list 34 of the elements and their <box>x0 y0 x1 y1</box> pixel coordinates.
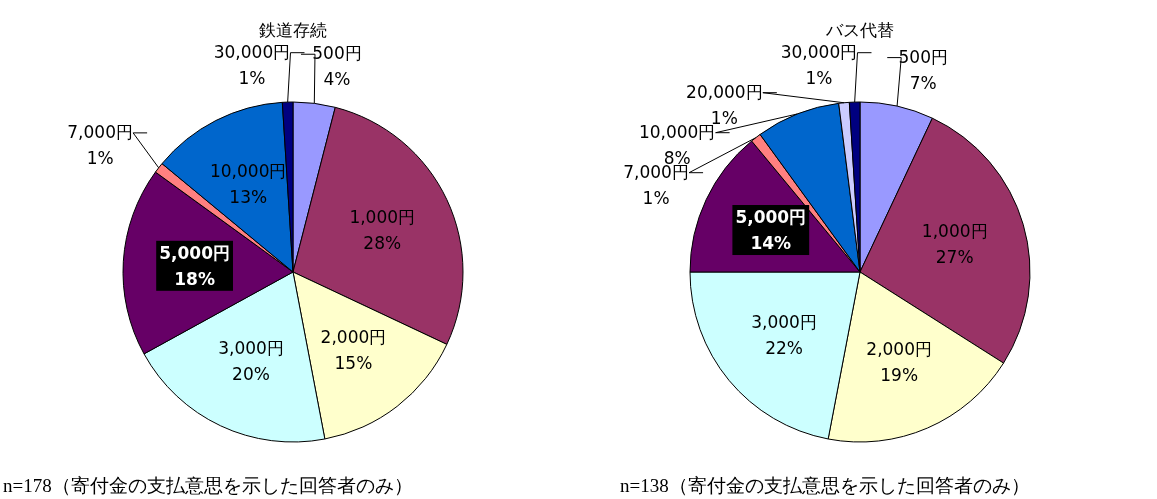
data-label: 1% <box>86 147 114 168</box>
data-label: 27% <box>935 247 974 268</box>
slice-label: 7,000円 <box>67 121 133 142</box>
data-label: 18% <box>174 268 215 289</box>
text: n=178（寄付金の支払意思を示した回答者のみ） <box>3 475 413 496</box>
slice-label: 30,000円 <box>780 41 858 62</box>
data-label: 13% <box>229 187 268 208</box>
text: n=138（寄付金の支払意思を示した回答者のみ） <box>620 475 1030 496</box>
chart-title: 鉄道存続 <box>259 20 327 40</box>
data-label: 28% <box>363 233 402 254</box>
slice-label: 3,000円 <box>751 311 817 332</box>
data-label: 15% <box>334 352 373 373</box>
data-label: 4% <box>323 69 351 90</box>
slice-label: 10,000円 <box>209 161 287 182</box>
data-label: 20% <box>232 364 270 385</box>
slice-label: 20,000円 <box>686 81 763 102</box>
slice-label: 5,000円 <box>735 207 807 228</box>
slice-label: 2,000円 <box>866 339 932 360</box>
slice-label: 3,000円 <box>218 338 284 359</box>
slice-label: 30,000円 <box>213 41 291 62</box>
slice-label: 1,000円 <box>921 221 988 242</box>
slice-label: 500円 <box>312 43 362 64</box>
data-label: 1% <box>238 67 266 88</box>
data-label: 22% <box>765 337 803 358</box>
slice-label: 5,000円 <box>159 242 230 263</box>
data-label: 1% <box>642 187 670 208</box>
data-label: 7% <box>909 72 937 93</box>
data-label: 14% <box>750 233 792 254</box>
data-label: 1% <box>805 67 833 88</box>
chart-title: バス代替 <box>825 20 894 40</box>
data-label: 19% <box>880 365 919 386</box>
slice-label: 2,000円 <box>320 326 387 347</box>
slice-label: 500円 <box>898 46 948 67</box>
slice-label: 1,000円 <box>349 207 416 228</box>
